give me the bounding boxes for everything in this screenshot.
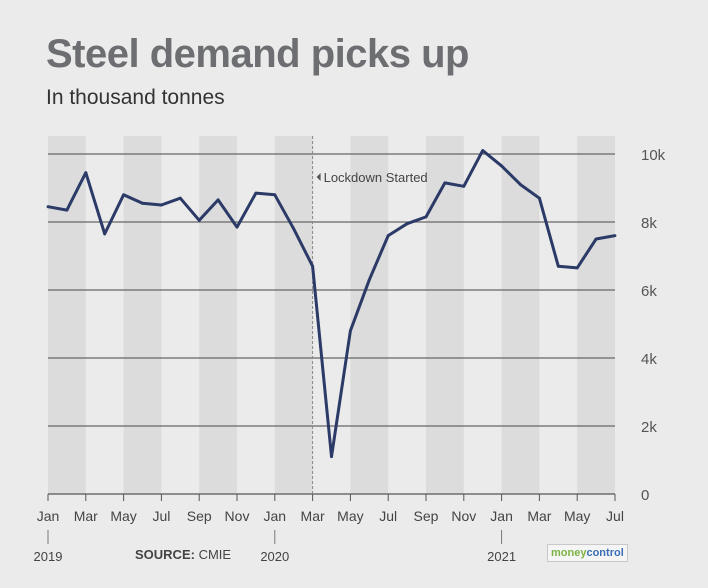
x-tick-label: Jul bbox=[152, 508, 170, 524]
data-point bbox=[178, 196, 182, 200]
data-point bbox=[386, 234, 390, 238]
data-point bbox=[273, 193, 277, 197]
background-band bbox=[123, 136, 162, 494]
source-note: SOURCE: CMIE bbox=[135, 547, 231, 562]
data-point bbox=[481, 149, 485, 153]
data-point bbox=[235, 225, 239, 229]
data-point bbox=[594, 237, 598, 241]
year-label: 2021 bbox=[487, 549, 516, 564]
x-tick-label: Jan bbox=[264, 508, 287, 524]
x-tick-label: Nov bbox=[451, 508, 476, 524]
background-band bbox=[199, 136, 237, 494]
background-band bbox=[501, 136, 540, 494]
background-band bbox=[426, 136, 464, 494]
moneycontrol-logo: moneycontrol bbox=[547, 544, 628, 562]
logo-part-control: control bbox=[586, 547, 624, 559]
x-tick-label: Nov bbox=[225, 508, 250, 524]
x-tick-label: Jan bbox=[37, 508, 60, 524]
data-point bbox=[575, 266, 579, 270]
data-point bbox=[122, 193, 125, 197]
x-tick-label: Jul bbox=[379, 508, 397, 524]
x-tick-label: May bbox=[337, 508, 363, 524]
data-point bbox=[197, 218, 201, 222]
chart-subtitle: In thousand tonnes bbox=[46, 86, 225, 109]
data-point bbox=[311, 264, 314, 268]
year-label: 2020 bbox=[260, 549, 289, 564]
data-point bbox=[613, 234, 617, 238]
source-value: CMIE bbox=[198, 547, 232, 562]
y-tick-label: 0 bbox=[641, 487, 649, 504]
x-tick-label: Sep bbox=[414, 508, 439, 524]
x-tick-label: Mar bbox=[527, 508, 551, 524]
data-point bbox=[462, 184, 466, 188]
x-tick-label: Jan bbox=[490, 508, 513, 524]
annotation-arrow-icon bbox=[316, 173, 321, 181]
logo-part-money: money bbox=[551, 547, 587, 559]
x-tick-label: Mar bbox=[301, 508, 325, 524]
data-point bbox=[500, 164, 503, 168]
data-point bbox=[330, 455, 333, 458]
data-point bbox=[292, 227, 296, 231]
data-point bbox=[443, 181, 447, 185]
background-band bbox=[48, 136, 86, 494]
lockdown-annotation: Lockdown Started bbox=[324, 170, 428, 185]
data-point bbox=[46, 205, 50, 209]
background-band bbox=[577, 136, 615, 494]
x-tick-label: Sep bbox=[187, 508, 212, 524]
background-band bbox=[274, 136, 313, 494]
data-point bbox=[160, 203, 163, 207]
year-label: 2019 bbox=[34, 549, 63, 564]
data-point bbox=[141, 201, 144, 205]
data-point bbox=[424, 215, 428, 219]
data-point bbox=[538, 196, 541, 200]
data-point bbox=[405, 222, 409, 226]
data-point bbox=[349, 329, 352, 333]
data-point bbox=[254, 191, 258, 195]
x-tick-label: May bbox=[564, 508, 590, 524]
y-tick-label: 8k bbox=[641, 215, 657, 232]
data-point bbox=[556, 264, 560, 268]
x-tick-label: Mar bbox=[74, 508, 98, 524]
y-tick-label: 10k bbox=[641, 147, 666, 164]
data-point bbox=[103, 232, 107, 236]
chart-title: Steel demand picks up bbox=[46, 32, 469, 76]
data-point bbox=[84, 171, 88, 175]
data-point bbox=[519, 183, 522, 187]
y-tick-label: 2k bbox=[641, 419, 657, 436]
x-tick-label: Jul bbox=[606, 508, 624, 524]
data-point bbox=[65, 208, 69, 212]
source-label: SOURCE: bbox=[135, 547, 195, 562]
data-point bbox=[367, 278, 371, 282]
y-tick-label: 4k bbox=[641, 351, 657, 368]
data-point bbox=[216, 198, 220, 202]
y-tick-label: 6k bbox=[641, 283, 657, 300]
x-tick-label: May bbox=[110, 508, 136, 524]
